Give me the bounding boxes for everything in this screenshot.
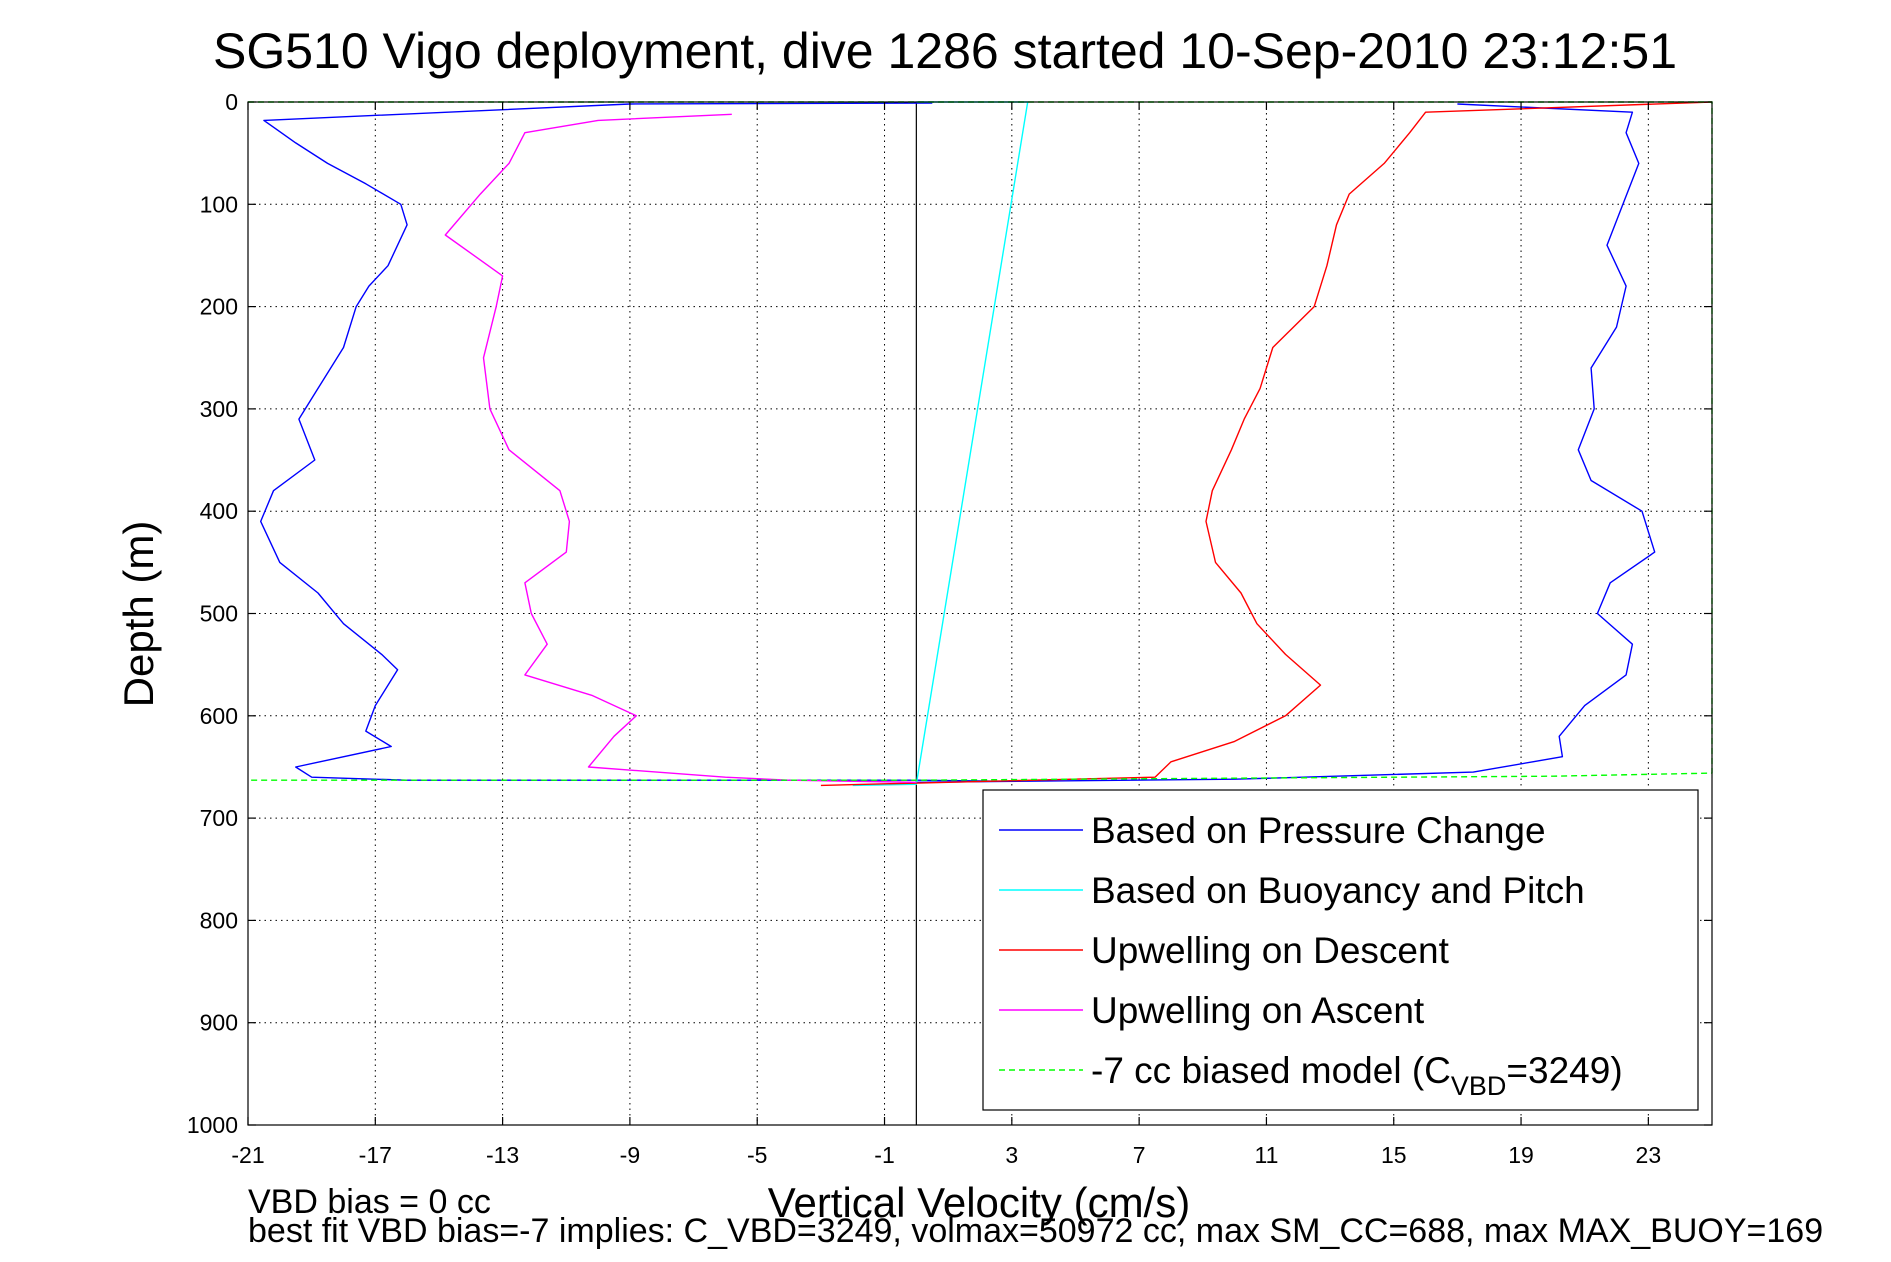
legend-label: Upwelling on Descent [1091,930,1450,971]
legend-label: Based on Buoyancy and Pitch [1091,870,1585,911]
x-tick-label: -9 [620,1142,640,1168]
x-tick-label: -1 [874,1142,894,1168]
x-tick-label: 15 [1381,1142,1407,1168]
legend-label: -7 cc biased model (CVBD=3249) [1091,1050,1623,1101]
x-tick-label: 7 [1133,1142,1146,1168]
y-tick-label: 900 [200,1010,238,1036]
series-line [820,101,1713,787]
x-tick-label: 11 [1254,1142,1278,1168]
y-tick-label: 600 [200,703,238,729]
x-tick-label: 3 [1005,1142,1018,1168]
y-tick-label: 0 [225,89,238,115]
y-tick-label: 300 [200,396,238,422]
x-tick-label: -21 [231,1142,264,1168]
legend-label: Upwelling on Ascent [1091,990,1425,1031]
x-tick-label: 23 [1636,1142,1662,1168]
legend: Based on Pressure Change Based on Buoyanc… [982,789,1699,1111]
series-line [916,103,1656,783]
footer-bias-text: VBD bias = 0 cc [248,1183,491,1221]
x-axis-label: Vertical Velocity (cm/s) [768,1179,1190,1226]
footer-bestfit-text: best fit VBD bias=-7 implies: C_VBD=3249… [248,1212,1823,1250]
legend-box [982,789,1699,1111]
chart-title: SG510 Vigo deployment, dive 1286 started… [213,23,1677,79]
x-tick-label: -5 [747,1142,767,1168]
axis-ticks: -21 -17 -13 -9 -5 -1 3 7 11 15 19 23010020030040050… [187,89,1712,1168]
y-tick-label: 500 [200,601,238,627]
y-tick-label: 400 [200,498,238,524]
y-tick-label: 100 [200,191,238,217]
x-tick-label: 19 [1508,1142,1534,1168]
y-tick-label: 200 [200,294,238,320]
x-tick-label: -17 [359,1142,392,1168]
legend-label: Based on Pressure Change [1091,810,1546,851]
y-tick-label: 700 [200,805,238,831]
series-line [444,113,917,783]
y-axis-label: Depth (m) [115,521,162,708]
x-tick-label: -13 [486,1142,519,1168]
series-line [260,102,1012,782]
y-tick-label: 800 [200,907,238,933]
y-tick-label: 1000 [187,1112,238,1138]
